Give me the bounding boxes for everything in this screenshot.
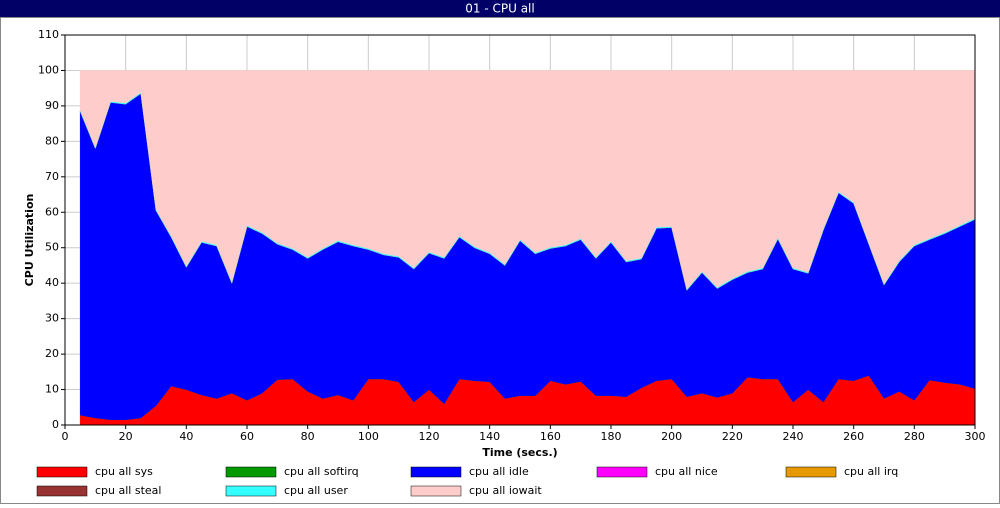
x-tick-label: 180 bbox=[601, 430, 622, 443]
chart-title: 01 - CPU all bbox=[465, 2, 534, 16]
x-tick-label: 200 bbox=[661, 430, 682, 443]
title-bar bbox=[0, 0, 1000, 17]
x-axis-label: Time (secs.) bbox=[482, 446, 557, 459]
y-tick-label: 100 bbox=[38, 63, 59, 76]
legend-swatch bbox=[225, 485, 277, 497]
legend-swatch bbox=[36, 466, 88, 478]
x-tick-label: 120 bbox=[419, 430, 440, 443]
y-tick-label: 50 bbox=[45, 241, 59, 254]
plot-border bbox=[64, 34, 976, 426]
x-tick-label: 20 bbox=[119, 430, 133, 443]
x-tick-label: 60 bbox=[240, 430, 254, 443]
y-tick-label: 70 bbox=[45, 170, 59, 183]
x-tick-label: 240 bbox=[783, 430, 804, 443]
legend-swatch bbox=[225, 466, 277, 478]
x-tick-label: 260 bbox=[843, 430, 864, 443]
x-tick-label: 140 bbox=[479, 430, 500, 443]
legend-swatch bbox=[596, 466, 648, 478]
y-axis-label: CPU Utilization bbox=[23, 194, 36, 287]
legend-label: cpu all softirq bbox=[284, 465, 359, 478]
x-tick-label: 300 bbox=[965, 430, 986, 443]
x-tick-label: 160 bbox=[540, 430, 561, 443]
y-tick-label: 20 bbox=[45, 347, 59, 360]
y-tick-label: 30 bbox=[45, 312, 59, 325]
y-tick-label: 0 bbox=[52, 418, 59, 431]
x-tick-label: 0 bbox=[62, 430, 69, 443]
x-tick-label: 220 bbox=[722, 430, 743, 443]
legend-label: cpu all irq bbox=[844, 465, 898, 478]
legend-swatch bbox=[785, 466, 837, 478]
y-tick-label: 40 bbox=[45, 276, 59, 289]
x-tick-label: 40 bbox=[179, 430, 193, 443]
legend-label: cpu all iowait bbox=[469, 484, 542, 497]
y-tick-label: 10 bbox=[45, 383, 59, 396]
x-tick-label: 280 bbox=[904, 430, 925, 443]
y-tick-label: 90 bbox=[45, 99, 59, 112]
legend-label: cpu all steal bbox=[95, 484, 161, 497]
legend-label: cpu all nice bbox=[655, 465, 718, 478]
legend-label: cpu all user bbox=[284, 484, 348, 497]
legend-swatch bbox=[36, 485, 88, 497]
y-tick-label: 110 bbox=[38, 28, 59, 41]
legend-swatch bbox=[410, 466, 462, 478]
x-tick-label: 100 bbox=[358, 430, 379, 443]
legend-label: cpu all idle bbox=[469, 465, 529, 478]
x-tick-label: 80 bbox=[301, 430, 315, 443]
y-tick-label: 60 bbox=[45, 205, 59, 218]
y-tick-label: 80 bbox=[45, 134, 59, 147]
legend-swatch bbox=[410, 485, 462, 497]
legend-label: cpu all sys bbox=[95, 465, 153, 478]
